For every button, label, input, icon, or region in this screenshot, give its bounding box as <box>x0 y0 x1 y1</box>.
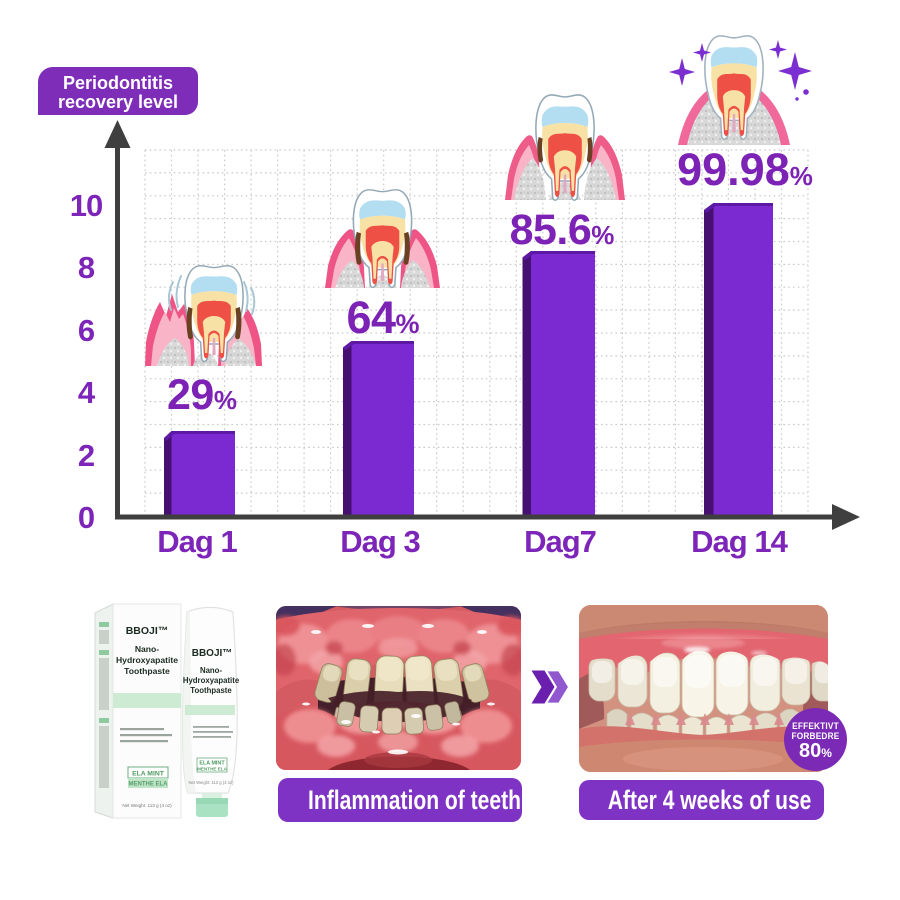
svg-text:ELA MINT: ELA MINT <box>199 761 225 767</box>
svg-text:Net Weight: 113 g (4 oz): Net Weight: 113 g (4 oz) <box>122 803 172 808</box>
svg-text:Toothpaste: Toothpaste <box>124 666 170 676</box>
svg-text:Nano-: Nano- <box>200 666 222 675</box>
svg-text:Hydroxyapatite: Hydroxyapatite <box>116 655 178 665</box>
svg-text:Toothpaste: Toothpaste <box>190 686 232 695</box>
svg-text:ELA MINT: ELA MINT <box>132 771 165 778</box>
svg-text:MENTHE ELA: MENTHE ELA <box>129 782 169 788</box>
svg-text:Nano-: Nano- <box>135 644 159 654</box>
svg-text:MENTHE ELA: MENTHE ELA <box>197 767 228 772</box>
svg-text:BBOJI™: BBOJI™ <box>192 648 233 659</box>
svg-text:BBOJI™: BBOJI™ <box>126 625 169 637</box>
svg-text:Net Weight: 113 g (4 oz): Net Weight: 113 g (4 oz) <box>189 780 235 785</box>
svg-text:Hydroxyapatite: Hydroxyapatite <box>183 676 240 685</box>
